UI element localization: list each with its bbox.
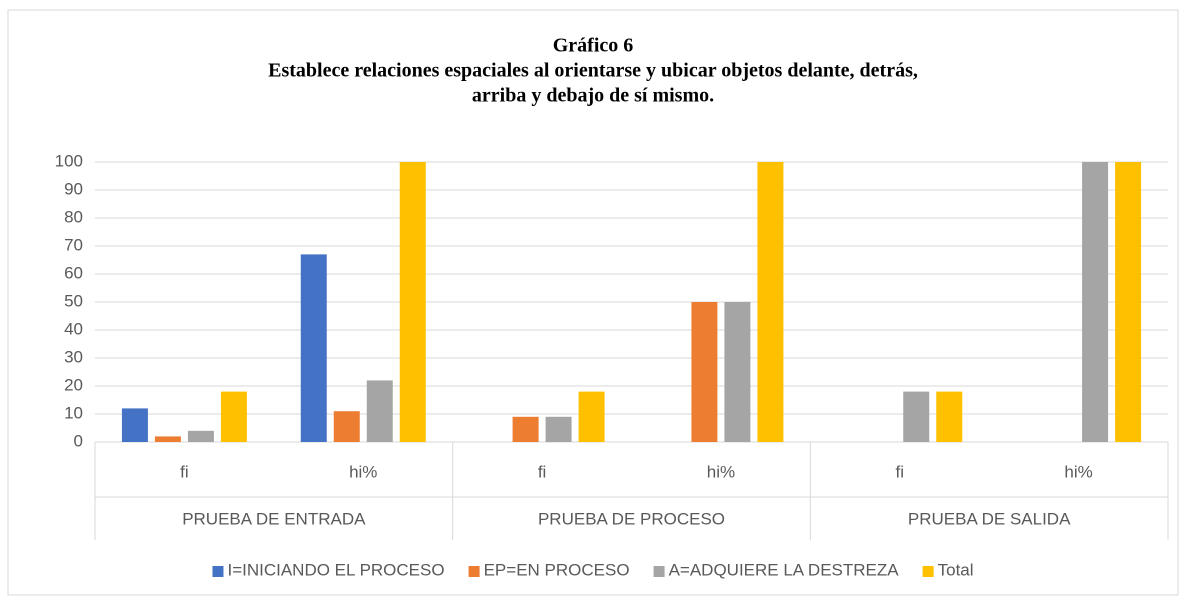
chart-title: Gráfico 6 [553,35,634,57]
y-tick-label: 60 [64,263,83,282]
bar [300,254,327,442]
legend-swatch [653,566,665,577]
bar [187,430,214,442]
y-tick-label: 70 [64,235,83,254]
bar [220,391,247,442]
bar [154,436,181,442]
bar [757,162,784,442]
bar [399,162,426,442]
bar [333,411,360,442]
y-tick-label: 100 [55,151,83,170]
x-tick-label: hi% [349,462,377,481]
bar [545,416,572,442]
bar [691,302,718,442]
legend-label: A=ADQUIERE LA DESTREZA [669,560,900,579]
chart-subtitle: arriba y debajo de sí mismo. [472,85,714,107]
x-tick-label: hi% [1064,462,1092,481]
chart-subtitle: Establece relaciones espaciales al orien… [268,60,918,82]
bar [936,391,963,442]
legend-swatch [922,566,934,577]
y-tick-label: 20 [64,375,83,394]
bar [1115,162,1142,442]
y-tick-label: 50 [64,291,83,310]
x-tick-label: hi% [707,462,735,481]
legend-label: I=INICIANDO EL PROCESO [227,560,444,579]
bar [903,391,930,442]
y-tick-label: 10 [64,403,83,422]
y-tick-label: 0 [74,431,83,450]
y-tick-label: 40 [64,319,83,338]
legend-label: Total [938,560,974,579]
bar [121,408,148,442]
bar [512,416,539,442]
group-label: PRUEBA DE SALIDA [908,509,1071,528]
legend-swatch [468,566,480,577]
x-tick-label: fi [896,462,905,481]
bar [366,380,393,442]
group-label: PRUEBA DE PROCESO [538,509,725,528]
legend-swatch [212,566,224,577]
x-tick-label: fi [538,462,547,481]
y-tick-label: 80 [64,207,83,226]
bar [578,391,605,442]
bar [1082,162,1109,442]
group-label: PRUEBA DE ENTRADA [182,509,366,528]
bar [724,302,751,442]
y-tick-label: 90 [64,179,83,198]
legend-label: EP=EN PROCESO [484,560,630,579]
x-tick-label: fi [180,462,189,481]
y-tick-label: 30 [64,347,83,366]
